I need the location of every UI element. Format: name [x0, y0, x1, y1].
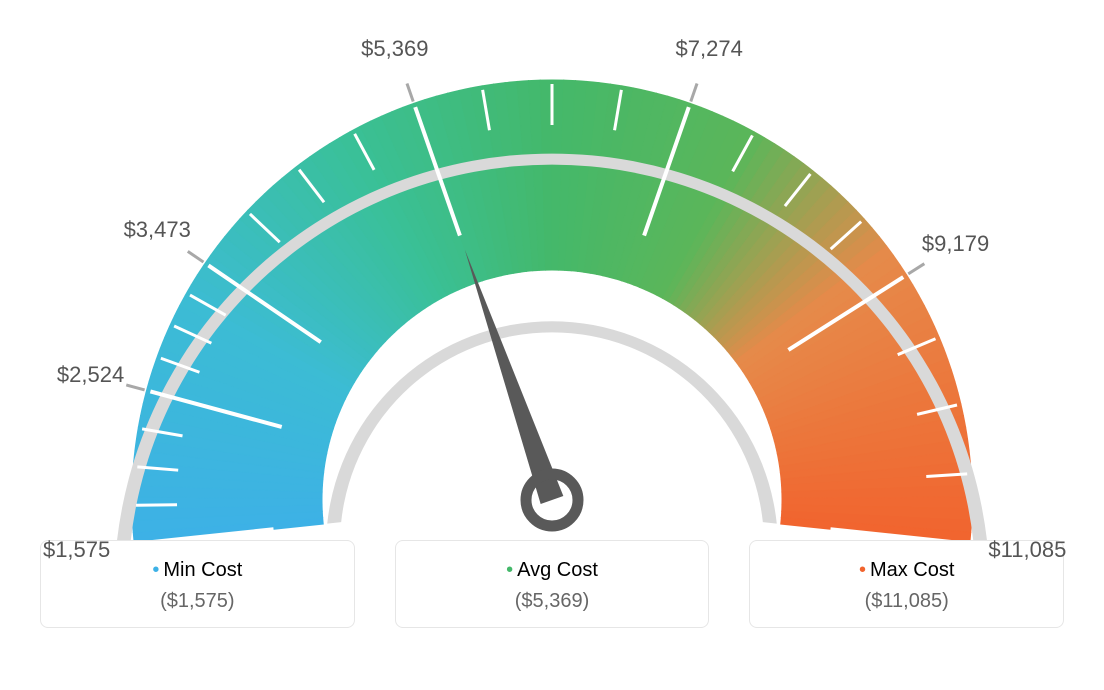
legend-value-avg: ($5,369)	[406, 590, 699, 613]
gauge-tick-label: $3,473	[124, 217, 191, 243]
gauge-tick-label: $5,369	[361, 36, 428, 62]
legend-label-max: Max Cost	[870, 559, 954, 581]
legend-row: •Min Cost ($1,575) •Avg Cost ($5,369) •M…	[0, 540, 1104, 648]
gauge-tick-label: $1,575	[43, 537, 110, 563]
gauge-tick-label: $7,274	[676, 36, 743, 62]
legend-card-avg: •Avg Cost ($5,369)	[395, 540, 710, 628]
legend-title-avg: •Avg Cost	[406, 559, 699, 582]
legend-label-min: Min Cost	[163, 559, 242, 581]
legend-value-min: ($1,575)	[51, 590, 344, 613]
legend-dot-max: •	[859, 559, 866, 581]
gauge-tick-label: $2,524	[57, 362, 124, 388]
gauge-chart: $1,575$2,524$3,473$5,369$7,274$9,179$11,…	[0, 0, 1104, 540]
gauge-tick-label: $11,085	[988, 537, 1066, 563]
gauge-svg	[0, 0, 1104, 540]
gauge-tick-label: $9,179	[922, 231, 989, 257]
legend-value-max: ($11,085)	[760, 590, 1053, 613]
legend-label-avg: Avg Cost	[517, 559, 598, 581]
legend-dot-avg: •	[506, 559, 513, 581]
legend-dot-min: •	[152, 559, 159, 581]
